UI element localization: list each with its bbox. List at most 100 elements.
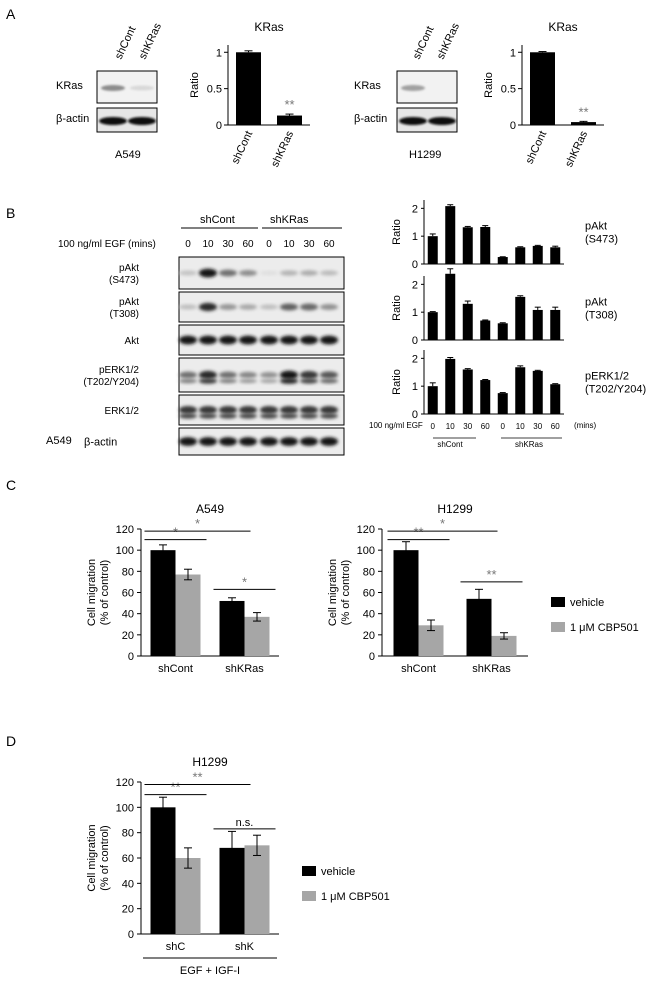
y-axis-label: Ratio — [189, 72, 201, 98]
significance-mark: ** — [486, 567, 496, 582]
bar — [532, 245, 543, 264]
blot-band — [300, 270, 318, 276]
y-tick-label: 1 — [412, 307, 418, 319]
blot-band — [199, 302, 217, 312]
y-tick-label: 120 — [116, 777, 134, 789]
side-label: (T308) — [585, 310, 617, 322]
bar — [150, 550, 176, 656]
blot-band — [199, 335, 217, 345]
time-label: 0 — [266, 239, 272, 250]
blot-band — [320, 437, 338, 446]
y-axis-label: (% of control) — [99, 825, 111, 890]
significance-mark: * — [195, 516, 200, 531]
y-tick-label: 2 — [412, 203, 418, 215]
bar — [236, 52, 261, 125]
legend-swatch-cbp501 — [551, 622, 565, 632]
y-tick-label: 1 — [412, 381, 418, 393]
chart-title: A549 — [196, 502, 224, 516]
blot-band — [260, 378, 278, 384]
x-tick-label: shKRas — [269, 129, 296, 169]
blot-band — [219, 335, 237, 345]
time-label: 10 — [283, 239, 295, 250]
blot-band — [280, 370, 298, 380]
blot-band — [280, 303, 298, 311]
blot-rows: pAkt(S473)pAkt(T308)AktpERK1/2(T202/Y204… — [83, 256, 345, 456]
bar — [550, 309, 561, 340]
legend-swatch-vehicle — [551, 597, 565, 607]
unit-label: (mins) — [574, 421, 597, 430]
blot-band — [280, 413, 298, 419]
blot-band — [239, 437, 257, 446]
bar — [219, 600, 245, 656]
y-tick-label: 100 — [116, 545, 134, 557]
blot-band — [239, 304, 257, 310]
blot-band — [199, 406, 217, 414]
blot-band — [179, 437, 197, 446]
blot-band — [219, 406, 237, 414]
side-label: pERK1/2 — [585, 371, 629, 383]
blot-a549-kras: shCont shKRas KRas β-actin A549 — [56, 21, 164, 161]
panel-label-d: D — [6, 733, 16, 749]
group-label-shcont: shCont — [200, 214, 235, 226]
blot-band — [199, 370, 217, 380]
blot-band — [300, 406, 318, 414]
cell-line-label: A549 — [115, 149, 141, 161]
blot-band — [300, 437, 318, 446]
blot-band — [399, 117, 427, 125]
y-tick-label: 1 — [510, 47, 516, 59]
bar — [515, 296, 526, 340]
side-label: pAkt — [585, 297, 607, 309]
chart-pakt-s473: 0 1 2 Ratio pAkt(S473) — [391, 200, 618, 271]
y-tick-label: 60 — [363, 588, 375, 600]
lane-label-shkras: shKRas — [137, 21, 164, 61]
panel-label-a: A — [6, 6, 16, 22]
time-label: 10 — [202, 239, 214, 250]
bar — [445, 358, 456, 414]
blot-band — [219, 304, 237, 310]
chart-migration-h1299: H1299 0 20 40 60 80 100 120 Cell migration (% of … — [327, 502, 528, 675]
bar — [532, 370, 543, 414]
y-axis-label: Cell migration — [86, 824, 98, 891]
blot-band — [428, 117, 456, 125]
bar — [427, 312, 438, 340]
row-label-kras: KRas — [56, 80, 83, 92]
blot-band — [260, 406, 278, 414]
y-tick-label: 0 — [128, 651, 134, 663]
blot-band — [300, 371, 318, 379]
chart-kras-a549: KRas 0 0.5 1 Ratio shCont shKRas ** — [189, 20, 310, 169]
blot-band — [239, 413, 257, 419]
x-tick-label: shKRas — [472, 663, 511, 675]
bar — [462, 227, 473, 264]
y-tick-label: 20 — [363, 630, 375, 642]
y-axis-label: Ratio — [391, 369, 403, 395]
blot-band — [300, 413, 318, 419]
blot-band — [179, 378, 197, 384]
chart-kras-h1299: KRas 0 0.5 1 Ratio shCont shKRas ** — [483, 20, 604, 169]
blot-band — [179, 270, 197, 276]
x-axis-label: EGF + IGF-I — [180, 965, 240, 977]
blot-band — [179, 304, 197, 310]
bar — [427, 386, 438, 414]
bar — [175, 574, 201, 656]
y-tick-label: 60 — [122, 588, 134, 600]
bar — [480, 380, 491, 414]
blot-band — [260, 372, 278, 378]
group-label-shcont: shCont — [437, 440, 463, 449]
y-tick-label: 1 — [216, 47, 222, 59]
y-axis-label: Ratio — [391, 295, 403, 321]
y-tick-label: 120 — [116, 524, 134, 536]
x-tick-label: 60 — [481, 422, 490, 431]
x-tick-label: 10 — [516, 422, 525, 431]
blot-band — [401, 85, 425, 91]
y-tick-label: 40 — [122, 609, 134, 621]
y-axis-label: (% of control) — [340, 560, 352, 625]
blot-band — [179, 413, 197, 419]
row-label: pAkt — [119, 263, 139, 274]
lane-label-shcont: shCont — [113, 25, 139, 62]
row-label: (T202/Y204) — [83, 377, 139, 388]
side-label: (T202/Y204) — [585, 384, 646, 396]
blot-band — [199, 437, 217, 446]
row-label: ERK1/2 — [105, 406, 140, 417]
chart-title: H1299 — [437, 502, 473, 516]
